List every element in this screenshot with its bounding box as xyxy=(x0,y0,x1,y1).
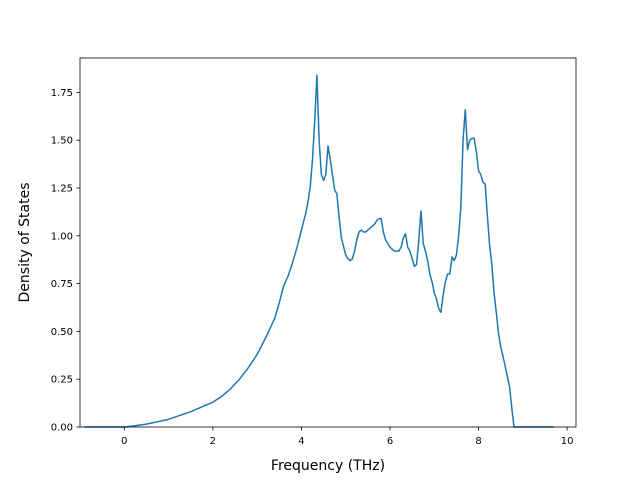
plot-frame xyxy=(79,57,577,428)
y-axis-label: Density of States xyxy=(17,183,33,303)
y-tick-label: 1.25 xyxy=(51,184,73,195)
y-tick-label: 0.25 xyxy=(51,375,73,386)
y-tick-label: 1.75 xyxy=(51,88,73,99)
x-axis-label: Frequency (THz) xyxy=(271,458,385,474)
y-tick-label: 0.50 xyxy=(51,327,73,338)
y-tick-label: 0.00 xyxy=(51,423,73,434)
series-line-0 xyxy=(84,74,554,428)
y-tick-label: 1.00 xyxy=(51,231,73,242)
y-axis-ticks: 0.00 0.25 0.50 0.75 1.00 1.25 1.50 1.75 xyxy=(51,88,80,434)
x-tick-label: 2 xyxy=(210,436,216,447)
x-tick-label: 0 xyxy=(121,436,127,447)
x-tick-label: 6 xyxy=(387,436,393,447)
y-tick-label: 0.75 xyxy=(51,279,73,290)
x-tick-label: 4 xyxy=(298,436,304,447)
x-tick-label: 10 xyxy=(561,436,574,447)
x-tick-label: 8 xyxy=(475,436,481,447)
plot-area xyxy=(84,74,554,428)
x-axis-ticks: 0 2 4 6 8 10 xyxy=(121,427,574,447)
y-tick-label: 1.50 xyxy=(51,136,73,147)
